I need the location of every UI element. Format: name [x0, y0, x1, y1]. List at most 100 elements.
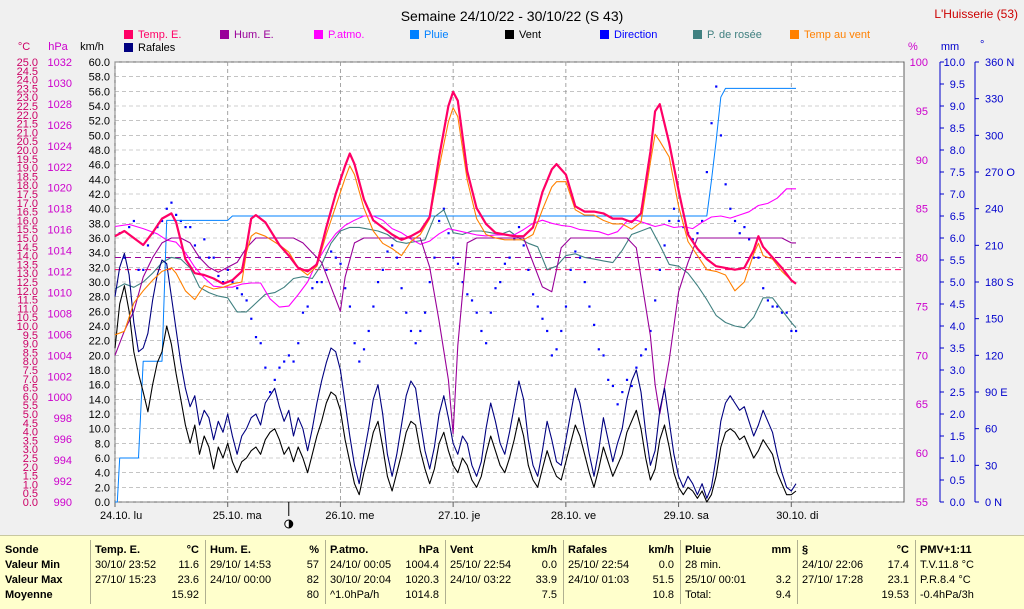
direction-point [654, 299, 657, 302]
direction-point [616, 403, 619, 406]
legend-swatch [124, 30, 133, 39]
y-tick-label: 9.5 [23, 330, 38, 342]
direction-point [405, 311, 408, 314]
y-tick-label: 1014 [48, 246, 72, 258]
stats-column: Sonde Valeur Min Valeur Max Moyenne [0, 536, 90, 609]
legend-label: Rafales [138, 42, 176, 54]
direction-point [794, 329, 798, 333]
direction-point [254, 336, 258, 339]
direction-point [569, 268, 572, 271]
y-tick-label: 996 [54, 434, 72, 446]
stats-row: 24/10/ 01:03 51.5 [563, 573, 680, 588]
stats-unit: km/h [531, 544, 557, 556]
y-tick-label: 20.0 [17, 145, 38, 157]
y-tick-label: 17.5 [17, 189, 38, 201]
stats-value: 19.53 [881, 589, 909, 601]
stats-separator [205, 540, 206, 604]
y-tick-label: 6.5 [950, 211, 965, 223]
y-tick-label: 3.0 [950, 365, 965, 377]
stats-unit: °C [186, 544, 199, 556]
stats-label: P.R.8.4 °C [920, 574, 971, 586]
direction-point [240, 293, 244, 296]
stats-row: Moyenne [0, 588, 90, 603]
y-tick-label: 11.0 [17, 303, 38, 315]
direction-point [644, 348, 647, 351]
y-tick-label: 1.0 [950, 453, 965, 465]
y-tick-label: 9.0 [23, 339, 38, 351]
y-tick-label: 20.5 [17, 136, 38, 148]
y-tick-label: 330 [985, 94, 1003, 106]
stats-column: Hum. E.% 29/10/ 14:53 57 24/10/ 00:00 82 80 [205, 536, 325, 609]
y-tick-label: 0.0 [95, 497, 110, 509]
y-tick-label: 8.0 [95, 438, 110, 450]
direction-point [193, 244, 197, 247]
direction-point [179, 219, 182, 223]
direction-point [268, 391, 272, 394]
y-tick-label: 1030 [48, 78, 72, 90]
y-tick-label: 1.5 [950, 431, 965, 443]
y-tick-label: 3.0 [23, 444, 38, 456]
y-tick-label: 1.0 [23, 479, 38, 491]
direction-point [560, 329, 563, 333]
legend-swatch [314, 30, 323, 39]
stats-separator [445, 540, 446, 604]
y-tick-label: 38.0 [89, 218, 110, 230]
y-tick-label: 36.0 [89, 233, 110, 245]
y-tick-label: 10.5 [17, 312, 38, 324]
direction-point [175, 213, 178, 216]
y-tick-label: 13.5 [17, 259, 38, 271]
y-tick-label: 1032 [48, 57, 72, 69]
stats-row: 25/10/ 22:54 0.0 [563, 558, 680, 573]
y-tick-label: 85 [916, 204, 928, 216]
x-tick-label: 24.10. lu [100, 510, 142, 522]
stats-value: 82 [306, 574, 319, 586]
stats-column-header: Rafales km/h [563, 543, 680, 558]
legend-swatch [600, 30, 609, 39]
direction-point [508, 256, 511, 259]
x-tick-label: 27.10. je [438, 510, 480, 522]
stats-title: Temp. E. [95, 544, 141, 556]
y-tick-label: 22.0 [89, 336, 110, 348]
y-tick-label: 992 [54, 476, 72, 488]
y-tick-label: 100 [910, 57, 928, 69]
direction-point [607, 378, 610, 381]
direction-point [330, 250, 333, 253]
y-tick-label: 75 [916, 301, 928, 313]
x-tick-label: 28.10. ve [551, 510, 596, 522]
y-axis-unit-label: °C [18, 41, 30, 53]
direction-point [142, 268, 145, 271]
direction-point [743, 226, 746, 229]
direction-point [522, 244, 525, 247]
direction-point [555, 348, 558, 351]
legend-swatch [693, 30, 702, 39]
direction-point [160, 219, 164, 223]
stats-column-header: Vent km/h [445, 543, 563, 558]
stats-value: 57 [306, 559, 319, 571]
stats-unit: % [309, 544, 319, 556]
direction-point [301, 311, 305, 314]
y-axis-unit-label: ° [980, 39, 984, 51]
stats-column-header: Pluie mm [680, 543, 797, 558]
y-tick-label: 56.0 [89, 86, 110, 98]
stats-column: Vent km/h 25/10/ 22:54 0.0 24/10/ 03:22 33.9 7… [445, 536, 563, 609]
stats-date: 25/10/ 22:54 [568, 559, 630, 571]
stats-row: 25/10/ 22:54 0.0 [445, 558, 563, 573]
x-tick-label: 25.10. ma [213, 510, 263, 522]
y-tick-label: 10.0 [89, 424, 110, 436]
direction-point [710, 122, 713, 125]
y-tick-label: 7.5 [950, 167, 965, 179]
stats-unit: mm [771, 544, 791, 556]
direction-point [325, 268, 328, 271]
station-name: L'Huisserie (53) [934, 7, 1018, 21]
y-tick-label: 1006 [48, 329, 72, 341]
y-tick-label: 990 [54, 497, 72, 509]
direction-point [550, 354, 553, 357]
y-tick-label: 1026 [48, 120, 72, 132]
direction-point [780, 311, 784, 314]
direction-point [273, 378, 276, 381]
y-tick-label: 994 [54, 455, 72, 467]
direction-point [264, 366, 267, 369]
direction-point [757, 256, 760, 259]
series-line [114, 90, 797, 285]
direction-point [320, 281, 323, 284]
